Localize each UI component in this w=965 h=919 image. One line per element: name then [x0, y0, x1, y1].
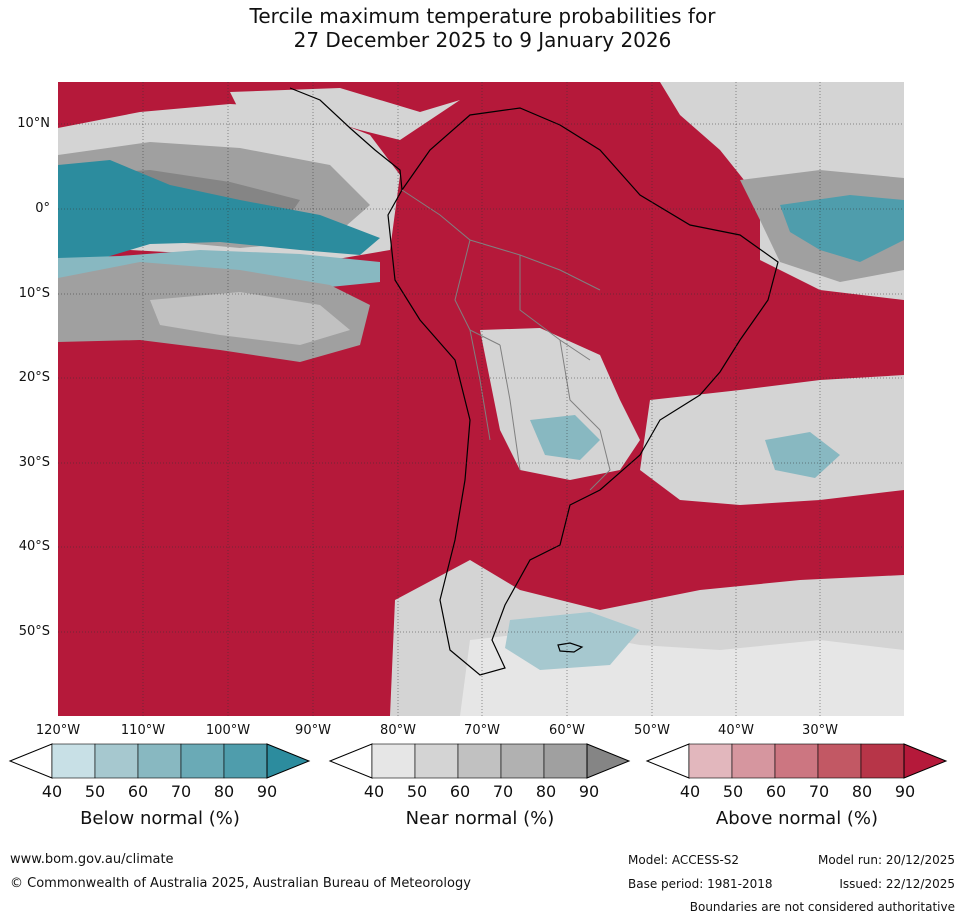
title-line-1: Tercile maximum temperature probabilitie… — [249, 4, 716, 28]
lat-label-10n: 10°N — [17, 116, 50, 131]
region-below-normal-drake — [505, 612, 640, 670]
colorbar-near-segment — [414, 743, 459, 779]
colorbar-near-segment — [457, 743, 502, 779]
colorbar-near-normal — [328, 743, 631, 779]
region-near-normal-caribbean — [230, 88, 460, 140]
region-below-normal-south-atlantic — [765, 432, 840, 478]
cb-above-tick: 40 — [679, 782, 701, 801]
colorbar-above-segment — [860, 743, 905, 779]
colorbar-above-normal — [645, 743, 948, 779]
lon-label-50w: 50°W — [634, 723, 670, 738]
region-below-normal-continent — [530, 415, 600, 460]
cb-below-tick: 40 — [41, 782, 63, 801]
boundaries-disclaimer: Boundaries are not considered authoritat… — [689, 900, 955, 914]
cb-near-tick: 70 — [492, 782, 514, 801]
colorbar-near-segment — [500, 743, 545, 779]
lon-label-90w: 90°W — [295, 723, 331, 738]
colorbar-below-segment — [51, 743, 96, 779]
colorbar-near-segment — [543, 743, 588, 779]
region-near-normal-pacific-south-light — [150, 292, 350, 345]
issued-date: Issued: 22/12/2025 — [839, 877, 955, 891]
region-near-normal-continent — [480, 328, 640, 480]
cb-below-tick: 70 — [170, 782, 192, 801]
colorbar-near-high-arrow — [586, 743, 631, 779]
cb-below-tick: 90 — [256, 782, 278, 801]
cb-above-tick: 70 — [808, 782, 830, 801]
colorbar-below-normal — [8, 743, 311, 779]
colorbar-above-segment — [774, 743, 819, 779]
lat-label-30s: 30°S — [18, 455, 50, 470]
lon-label-60w: 60°W — [549, 723, 585, 738]
cb-below-tick: 50 — [84, 782, 106, 801]
chart-title: Tercile maximum temperature probabilitie… — [0, 4, 965, 52]
colorbar-above-segment — [817, 743, 862, 779]
model-name: Model: ACCESS-S2 — [628, 853, 740, 867]
lon-label-70w: 70°W — [464, 723, 500, 738]
lon-label-40w: 40°W — [718, 723, 754, 738]
cb-near-tick: 60 — [449, 782, 471, 801]
colorbar-near-segment — [371, 743, 416, 779]
cb-above-tick: 50 — [722, 782, 744, 801]
colorbar-below-normal-title: Below normal (%) — [80, 808, 240, 829]
colorbar-above-segment — [731, 743, 776, 779]
colorbar-above-high-arrow — [903, 743, 948, 779]
colorbar-below-segment — [223, 743, 268, 779]
cb-above-tick: 90 — [894, 782, 916, 801]
colorbar-below-segment — [94, 743, 139, 779]
lon-label-80w: 80°W — [380, 723, 416, 738]
cb-below-tick: 60 — [127, 782, 149, 801]
region-below-normal-pacific — [58, 160, 380, 262]
colorbar-above-normal-title: Above normal (%) — [715, 808, 879, 829]
colorbar-below-segment — [180, 743, 225, 779]
title-line-2: 27 December 2025 to 9 January 2026 — [293, 28, 672, 52]
gridlines — [58, 82, 904, 716]
colorbar-near-normal-title: Near normal (%) — [405, 808, 555, 829]
colorbar-below-low-arrow — [8, 743, 53, 779]
cb-below-tick: 80 — [213, 782, 235, 801]
probability-map — [58, 82, 904, 716]
base-period: Base period: 1981-2018 — [628, 877, 773, 891]
lon-label-120w: 120°W — [35, 723, 81, 738]
colorbar-above-low-arrow — [645, 743, 690, 779]
colorbar-above-segment — [688, 743, 733, 779]
colorbar-below-segment — [137, 743, 182, 779]
model-run-date: Model run: 20/12/2025 — [817, 853, 955, 867]
cb-above-tick: 80 — [851, 782, 873, 801]
copyright-text: © Commonwealth of Australia 2025, Austra… — [10, 876, 471, 891]
cb-above-tick: 60 — [765, 782, 787, 801]
colorbar-near-low-arrow — [328, 743, 373, 779]
lat-label-10s: 10°S — [18, 286, 50, 301]
cb-near-tick: 80 — [535, 782, 557, 801]
lat-label-40s: 40°S — [18, 539, 50, 554]
lon-label-110w: 110°W — [120, 723, 166, 738]
lat-label-0: 0° — [35, 201, 50, 216]
continent-outline — [387, 107, 779, 676]
region-below-normal-atlantic-north — [780, 195, 904, 262]
falkland-islands — [557, 642, 584, 653]
cb-near-tick: 40 — [363, 782, 385, 801]
central-america-outline — [289, 87, 403, 191]
lon-label-30w: 30°W — [802, 723, 838, 738]
colorbar-below-high-arrow — [266, 743, 311, 779]
lat-label-50s: 50°S — [18, 624, 50, 639]
country-boundaries — [401, 189, 611, 491]
website-link[interactable]: www.bom.gov.au/climate — [10, 852, 174, 867]
lat-label-20s: 20°S — [18, 370, 50, 385]
cb-near-tick: 50 — [406, 782, 428, 801]
lon-label-100w: 100°W — [205, 723, 251, 738]
cb-near-tick: 90 — [578, 782, 600, 801]
